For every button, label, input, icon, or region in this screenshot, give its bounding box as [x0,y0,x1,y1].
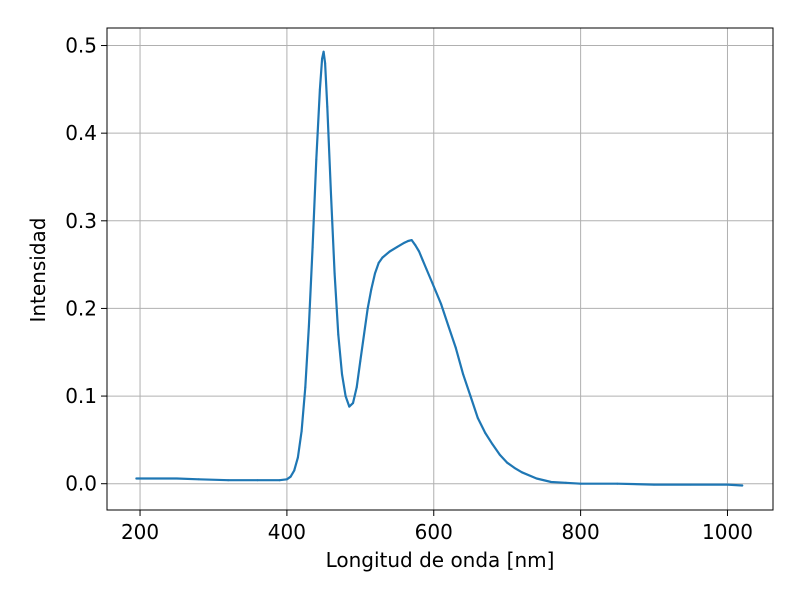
data-point [653,483,655,486]
data-point [410,239,413,242]
data-point [363,333,365,336]
y-tick-label: 0.4 [65,121,97,145]
data-point [344,395,347,398]
data-point [454,346,457,349]
data-point [318,88,321,91]
data-point [337,333,340,336]
data-point [307,325,310,327]
data-point [506,461,509,464]
data-point [579,482,582,485]
plot-frame [106,27,774,511]
data-point [326,105,329,108]
data-point [403,241,406,244]
data-point [359,360,362,362]
x-axis-title: Longitud de onda [nm] [326,548,555,572]
data-point [300,430,303,433]
data-point [550,481,553,483]
data-point [616,482,619,485]
x-tick-label: 800 [562,520,600,544]
data-point [396,246,398,249]
data-point [293,469,296,472]
data-point [324,62,327,65]
data-point [256,479,259,482]
data-point [440,303,443,306]
data-point [135,477,138,480]
x-tick-label: 400 [268,520,306,544]
y-tick-label: 0.2 [65,296,97,320]
data-point [321,57,324,60]
x-tick-label: 1000 [702,520,753,544]
data-point [315,158,318,161]
y-axis-title: Intensidad [26,217,50,322]
data-point [418,250,421,253]
x-tick-label: 600 [415,520,453,544]
data-point [388,250,391,253]
data-point [535,477,538,480]
data-point [476,417,479,419]
gridlines [107,28,773,510]
data-point [432,285,435,288]
data-point [348,405,351,408]
x-tick-label: 200 [121,520,159,544]
data-point [153,477,156,480]
series-layer [135,50,744,487]
data-point [304,386,307,389]
data-point [311,246,314,249]
y-tick-label: 0.3 [65,209,97,233]
data-point [498,453,501,456]
data-point [381,256,384,259]
data-point [491,443,494,446]
data-point [469,395,472,398]
data-point [513,466,516,469]
data-point [355,386,358,389]
data-point [377,261,380,264]
data-point [447,325,450,327]
y-tick-label: 0.5 [65,34,97,58]
data-point [175,477,178,480]
data-point [414,244,417,247]
data-point [352,402,354,405]
data-point [322,50,325,53]
data-point [425,268,428,270]
x-axis: 200 400 600 800 1000 [121,510,753,544]
data-point [227,479,230,482]
data-point [330,193,332,196]
data-point [366,307,369,310]
data-point [278,479,281,482]
data-point [726,483,729,486]
data-point [421,259,424,262]
y-tick-label: 0.0 [65,472,97,496]
plot-area [107,28,773,510]
data-point [741,484,744,487]
data-point [689,483,692,486]
data-point [484,431,487,434]
data-point [520,471,523,474]
data-point [564,481,567,484]
y-tick-label: 0.1 [65,384,97,408]
data-point [197,478,200,481]
y-axis: 0.0 0.1 0.2 0.3 0.4 0.5 [65,34,107,496]
data-point [462,373,465,376]
data-point [289,475,292,478]
data-point [333,272,336,275]
data-point [341,373,343,376]
data-point [374,272,376,275]
data-point [370,288,373,291]
data-point [296,456,299,459]
data-point [285,478,288,481]
data-point [407,240,410,242]
